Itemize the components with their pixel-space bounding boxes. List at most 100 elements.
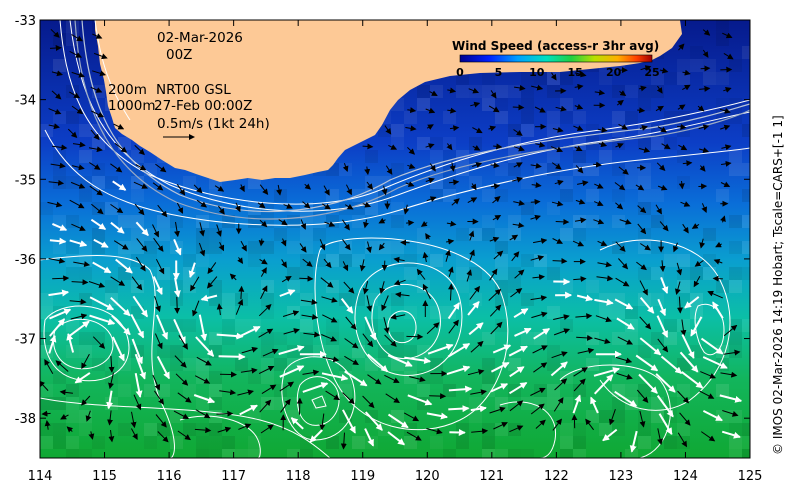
current-vector-arrow [492, 214, 502, 221]
texture-cell [521, 449, 534, 458]
current-vector-arrow [364, 411, 383, 431]
texture-cell [235, 358, 248, 371]
texture-cell [482, 449, 495, 458]
current-vector-arrow [93, 238, 109, 248]
current-vector-arrow [655, 105, 664, 112]
texture-cell [40, 436, 53, 449]
current-vector-arrow [113, 123, 125, 130]
texture-cell [144, 423, 157, 436]
y-tick-label: -33 [15, 14, 36, 29]
current-vector-arrow [514, 269, 525, 279]
texture-cell [742, 163, 750, 176]
current-vector-arrow [362, 333, 374, 348]
texture-cell [612, 215, 625, 228]
texture-cell [508, 267, 521, 280]
texture-cell [651, 410, 664, 423]
colorbar-tick-label: 10 [529, 66, 545, 79]
texture-cell [430, 254, 443, 267]
texture-cell [144, 436, 157, 449]
current-vector-arrow [135, 163, 147, 171]
texture-cell [66, 215, 79, 228]
texture-cell [729, 280, 742, 293]
current-vector-arrow [403, 204, 410, 215]
texture-cell [40, 202, 53, 215]
texture-cell [248, 241, 261, 254]
current-vector-arrow [390, 313, 406, 320]
texture-cell [625, 332, 638, 345]
texture-cell [391, 410, 404, 423]
current-vector-arrow [467, 369, 485, 376]
texture-cell [625, 176, 638, 189]
texture-cell [222, 215, 235, 228]
current-vector-arrow [639, 125, 648, 131]
current-vector-arrow [114, 142, 128, 153]
texture-cell [144, 384, 157, 397]
texture-cell [183, 358, 196, 371]
texture-cell [66, 384, 79, 397]
current-vector-arrow [425, 107, 436, 114]
texture-cell [404, 345, 417, 358]
current-vector-arrow [387, 354, 413, 367]
current-vector-arrow [190, 276, 200, 292]
texture-cell [430, 371, 443, 384]
current-vector-arrow [575, 165, 584, 174]
current-vector-arrow [385, 165, 393, 175]
current-vector-arrow [301, 313, 319, 320]
current-vector-arrow [93, 52, 108, 60]
current-vector-arrow [723, 52, 734, 60]
current-vector-arrow [111, 336, 125, 362]
current-vector-arrow [514, 84, 526, 91]
current-vector-arrow [697, 105, 705, 112]
texture-cell [92, 332, 105, 345]
texture-cell [222, 436, 235, 449]
current-vector-arrow [130, 411, 137, 429]
texture-cell [651, 241, 664, 254]
current-vector-arrow [302, 201, 311, 209]
current-vector-arrow [49, 318, 66, 337]
texture-cell [53, 423, 66, 436]
texture-cell [183, 267, 196, 280]
current-vector-arrow [379, 281, 386, 295]
current-vector-arrow [490, 90, 497, 99]
current-vector-arrow [615, 277, 630, 287]
texture-cell [612, 163, 625, 176]
texture-cell [482, 85, 495, 98]
texture-cell [391, 163, 404, 176]
current-vector-arrow [594, 200, 604, 207]
current-vector-arrow [176, 184, 186, 196]
texture-cell [118, 384, 131, 397]
current-vector-arrow [71, 71, 85, 78]
texture-cell [79, 150, 92, 163]
texture-cell [495, 85, 508, 98]
texture-cell [456, 423, 469, 436]
texture-cell [235, 449, 248, 458]
texture-cell [638, 436, 651, 449]
texture-cell [40, 293, 53, 306]
current-vector-arrow [679, 351, 699, 373]
current-vector-arrow [509, 366, 525, 378]
current-vector-arrow [514, 145, 525, 152]
current-vector-arrow [530, 295, 548, 302]
texture-cell [638, 189, 651, 202]
texture-cell [326, 189, 339, 202]
colorbar-tick-label: 0 [456, 66, 464, 79]
texture-cell [196, 241, 209, 254]
texture-cell [261, 371, 274, 384]
current-vector-arrow [593, 218, 605, 225]
current-vector-arrow [152, 182, 164, 191]
texture-cell [677, 384, 690, 397]
current-vector-arrow [48, 257, 66, 264]
current-vector-arrow [51, 90, 62, 100]
texture-cell [66, 111, 79, 124]
current-vector-arrow [472, 145, 481, 151]
current-vector-arrow [595, 315, 612, 323]
current-vector-arrow [552, 258, 568, 265]
texture-cell [599, 410, 612, 423]
current-vector-arrow [426, 428, 443, 435]
current-vector-arrow [219, 389, 237, 396]
current-vector-arrow [90, 218, 107, 231]
current-vector-arrow [207, 262, 217, 275]
current-vector-arrow [81, 353, 90, 370]
current-vector-arrow [173, 277, 181, 298]
